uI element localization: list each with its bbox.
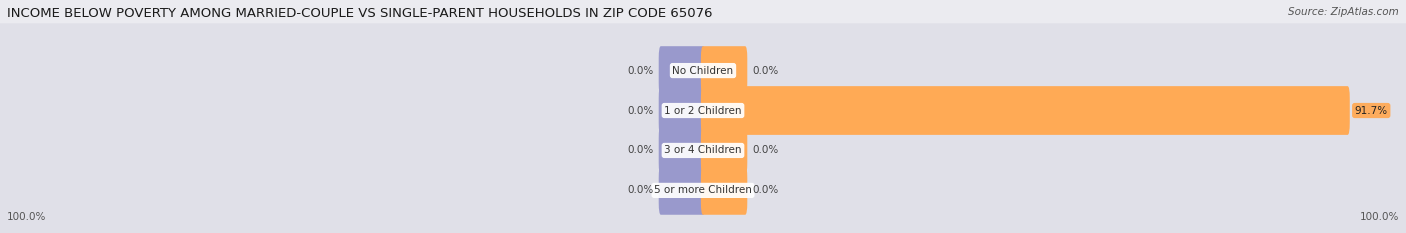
Text: 3 or 4 Children: 3 or 4 Children bbox=[664, 145, 742, 155]
Text: 0.0%: 0.0% bbox=[627, 106, 654, 116]
Text: 0.0%: 0.0% bbox=[752, 65, 779, 75]
Text: Source: ZipAtlas.com: Source: ZipAtlas.com bbox=[1288, 7, 1399, 17]
FancyBboxPatch shape bbox=[0, 63, 1406, 158]
FancyBboxPatch shape bbox=[658, 166, 706, 215]
Text: 0.0%: 0.0% bbox=[752, 185, 779, 195]
FancyBboxPatch shape bbox=[0, 103, 1406, 198]
Text: 100.0%: 100.0% bbox=[7, 212, 46, 222]
FancyBboxPatch shape bbox=[700, 46, 748, 95]
Text: No Children: No Children bbox=[672, 65, 734, 75]
FancyBboxPatch shape bbox=[658, 86, 706, 135]
FancyBboxPatch shape bbox=[700, 86, 1350, 135]
Text: INCOME BELOW POVERTY AMONG MARRIED-COUPLE VS SINGLE-PARENT HOUSEHOLDS IN ZIP COD: INCOME BELOW POVERTY AMONG MARRIED-COUPL… bbox=[7, 7, 713, 20]
Text: 91.7%: 91.7% bbox=[1355, 106, 1388, 116]
FancyBboxPatch shape bbox=[0, 143, 1406, 233]
Text: 0.0%: 0.0% bbox=[752, 145, 779, 155]
FancyBboxPatch shape bbox=[700, 126, 748, 175]
Text: 5 or more Children: 5 or more Children bbox=[654, 185, 752, 195]
Text: 1 or 2 Children: 1 or 2 Children bbox=[664, 106, 742, 116]
Text: 100.0%: 100.0% bbox=[1360, 212, 1399, 222]
Text: 0.0%: 0.0% bbox=[627, 65, 654, 75]
FancyBboxPatch shape bbox=[700, 166, 748, 215]
FancyBboxPatch shape bbox=[658, 126, 706, 175]
Text: 0.0%: 0.0% bbox=[627, 145, 654, 155]
Text: 0.0%: 0.0% bbox=[627, 185, 654, 195]
FancyBboxPatch shape bbox=[658, 46, 706, 95]
FancyBboxPatch shape bbox=[0, 23, 1406, 118]
